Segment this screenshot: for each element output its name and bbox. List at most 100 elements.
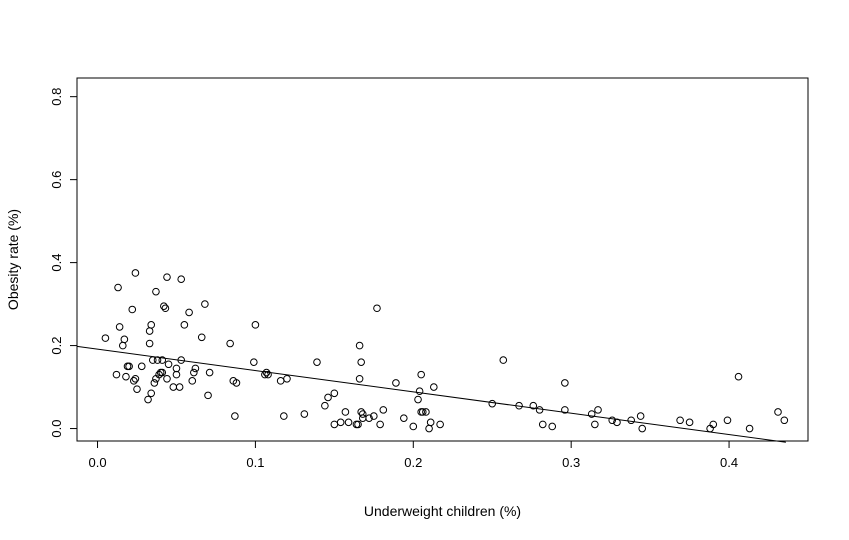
data-point xyxy=(422,408,430,416)
data-point xyxy=(161,304,170,313)
data-point xyxy=(152,287,160,296)
data-point xyxy=(185,308,193,317)
data-point xyxy=(191,364,200,373)
data-point xyxy=(370,412,378,420)
data-point xyxy=(745,424,754,433)
data-point xyxy=(373,304,381,313)
data-point xyxy=(587,410,596,418)
data-point xyxy=(283,374,291,383)
data-point xyxy=(436,420,444,429)
data-point xyxy=(638,424,647,433)
data-point xyxy=(379,406,388,414)
data-point xyxy=(400,414,408,422)
data-points xyxy=(101,269,789,433)
data-point xyxy=(313,358,321,366)
data-point xyxy=(123,362,132,371)
data-point xyxy=(147,321,156,329)
data-point xyxy=(418,408,427,416)
y-tick-label: 0.2 xyxy=(49,337,64,355)
data-point xyxy=(164,360,173,369)
data-point xyxy=(147,389,156,398)
data-point xyxy=(376,420,384,429)
x-tick-label: 0.1 xyxy=(246,455,264,470)
data-point xyxy=(535,406,544,414)
data-point xyxy=(357,358,365,366)
x-tick-label: 0.3 xyxy=(562,455,580,470)
data-point xyxy=(430,383,438,391)
data-point xyxy=(150,379,159,387)
data-point xyxy=(163,374,171,383)
data-point xyxy=(232,379,241,387)
data-point xyxy=(415,387,424,396)
data-point xyxy=(425,424,433,433)
data-point xyxy=(352,420,361,429)
data-point xyxy=(280,412,288,420)
data-point xyxy=(172,364,181,373)
data-point xyxy=(392,379,400,387)
data-point xyxy=(365,414,373,422)
data-point xyxy=(774,408,782,416)
data-point xyxy=(114,283,122,292)
x-tick-label: 0.0 xyxy=(88,455,106,470)
data-point xyxy=(355,341,364,350)
data-point xyxy=(112,370,121,379)
data-point xyxy=(137,362,146,371)
data-point xyxy=(627,416,635,425)
data-point xyxy=(175,383,184,391)
data-point xyxy=(190,368,198,377)
data-point xyxy=(172,370,181,379)
data-point xyxy=(101,334,110,342)
data-point xyxy=(250,358,258,366)
data-point xyxy=(723,416,732,425)
x-axis: 0.0 0.1 0.2 0.3 0.4 xyxy=(88,440,738,470)
data-point xyxy=(204,391,212,400)
data-point xyxy=(685,418,694,427)
data-point xyxy=(414,395,422,404)
data-point xyxy=(158,368,167,377)
data-point xyxy=(145,339,154,348)
data-point xyxy=(169,383,178,391)
data-point xyxy=(354,420,362,429)
data-point xyxy=(251,321,260,329)
data-point xyxy=(122,372,130,381)
data-point xyxy=(608,416,617,425)
data-point xyxy=(201,300,209,308)
data-point xyxy=(358,410,367,418)
data-point xyxy=(160,302,168,310)
data-point xyxy=(780,416,789,425)
data-point xyxy=(276,377,285,385)
data-point xyxy=(188,377,197,385)
data-point xyxy=(709,420,718,429)
y-tick-label: 0.6 xyxy=(49,171,64,189)
data-point xyxy=(264,370,272,379)
y-axis: 0.0 0.2 0.4 0.6 0.8 xyxy=(49,88,78,438)
data-point xyxy=(330,420,339,429)
data-point xyxy=(344,418,353,427)
data-point xyxy=(128,305,137,314)
data-point xyxy=(231,412,239,420)
data-point xyxy=(676,416,684,425)
x-axis-title: Underweight children (%) xyxy=(364,503,521,519)
data-point xyxy=(330,389,339,398)
data-point xyxy=(341,408,350,416)
data-point xyxy=(417,370,425,379)
data-point xyxy=(180,321,189,329)
data-point xyxy=(131,269,140,277)
data-point xyxy=(145,327,154,335)
data-point xyxy=(205,368,214,377)
data-point xyxy=(131,374,140,383)
y-tick-label: 0.0 xyxy=(49,420,64,438)
y-axis-title: Obesity rate (%) xyxy=(5,209,21,310)
data-point xyxy=(734,372,743,381)
data-point xyxy=(163,273,171,281)
x-tick-label: 0.2 xyxy=(404,455,422,470)
data-point xyxy=(336,418,345,427)
data-point xyxy=(118,341,127,350)
data-point xyxy=(529,401,538,410)
data-point xyxy=(426,418,435,427)
data-point xyxy=(226,339,234,348)
data-point xyxy=(355,374,364,383)
data-point xyxy=(144,395,152,404)
x-tick-label: 0.4 xyxy=(720,455,738,470)
